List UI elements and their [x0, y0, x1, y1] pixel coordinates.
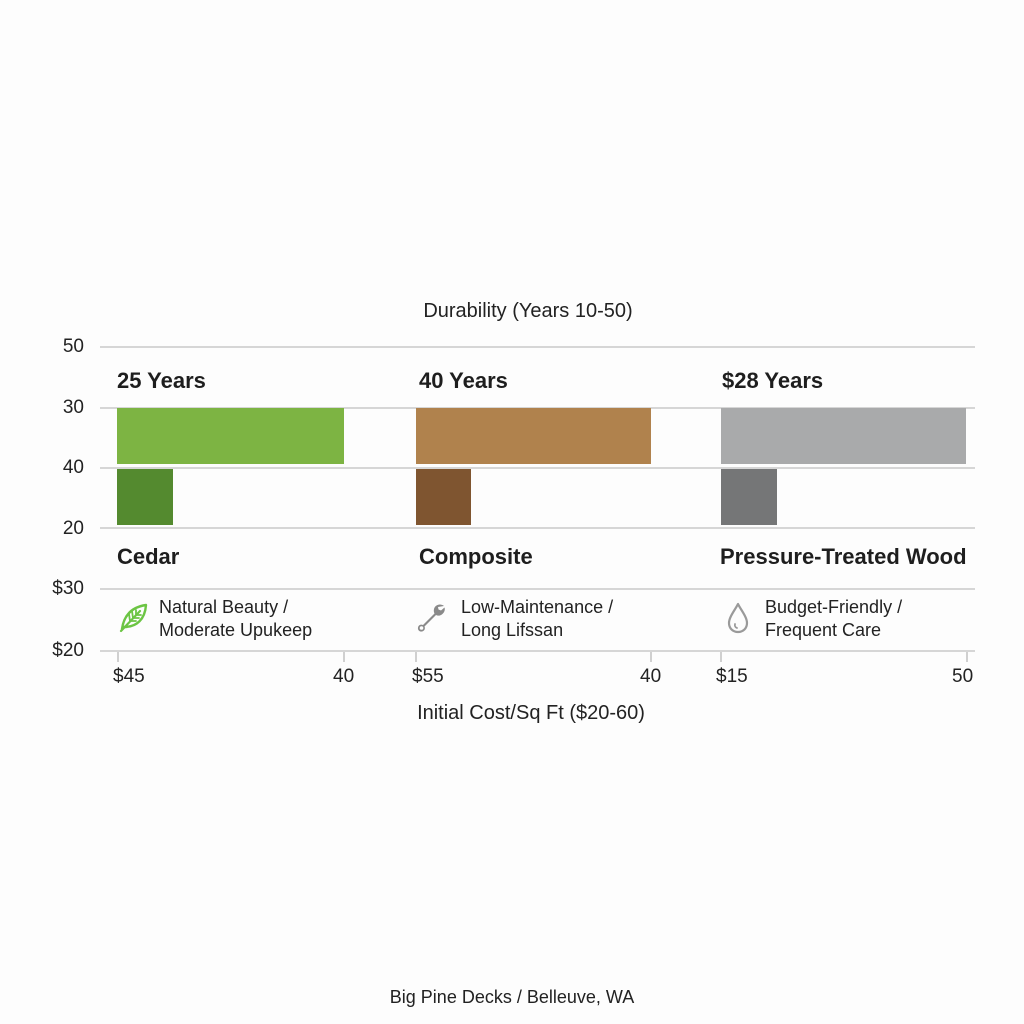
x-tick-label: 40: [640, 666, 662, 687]
annotation-line: Frequent Care: [765, 620, 882, 640]
x-tick-mark: [415, 652, 417, 662]
y-tick-label: 50: [62, 336, 84, 357]
chart-title: Durability (Years 10-50): [423, 300, 633, 322]
annotation-line: Budget-Friendly /: [765, 597, 903, 617]
y-tick-label: $20: [52, 640, 84, 661]
cost-bar: [416, 469, 471, 525]
x-tick-mark: [966, 652, 968, 662]
x-axis-line: [100, 650, 975, 652]
category-label: Cedar: [117, 544, 180, 569]
gridline: [100, 346, 975, 348]
annotation: Natural Beauty / Moderate Upukeep: [159, 596, 312, 642]
gridline: [100, 467, 975, 469]
y-tick-label: $30: [52, 578, 84, 599]
value-label: 25 Years: [117, 368, 206, 393]
x-tick-label: $15: [716, 666, 748, 687]
wrench-icon: [414, 600, 450, 636]
annotation: Low-Maintenance / Long Lifssan: [461, 596, 613, 642]
durability-bar: [721, 408, 966, 464]
category-label: Composite: [419, 544, 533, 569]
footer-caption: Big Pine Decks / Belleuve, WA: [389, 987, 635, 1007]
x-tick-mark: [343, 652, 345, 662]
annotation: Budget-Friendly / Frequent Care: [765, 596, 902, 642]
annotation-line: Natural Beauty /: [159, 597, 289, 617]
y-tick-label: 40: [62, 457, 84, 478]
x-tick-mark: [720, 652, 722, 662]
gridline: [100, 588, 975, 590]
x-tick-label: 40: [333, 666, 355, 687]
cost-bar: [721, 469, 777, 525]
durability-bar: [117, 408, 344, 464]
y-tick-label: 30: [62, 397, 84, 418]
y-tick-label: 20: [62, 518, 84, 539]
annotation-line: Low-Maintenance /: [461, 597, 614, 617]
x-axis-label: Initial Cost/Sq Ft ($20-60): [417, 702, 645, 724]
value-label: $28 Years: [722, 368, 824, 393]
value-label: 40 Years: [419, 368, 508, 393]
x-tick-mark: [650, 652, 652, 662]
x-tick-label: $45: [113, 666, 145, 687]
x-tick-label: $55: [412, 666, 444, 687]
category-label: Pressure-Treated Wood: [720, 544, 967, 569]
annotation-line: Moderate Upukeep: [159, 620, 313, 640]
x-tick-label: 50: [952, 666, 974, 687]
water-drop-icon: [725, 601, 751, 635]
gridline: [100, 527, 975, 529]
annotation-line: Long Lifssan: [461, 620, 564, 640]
durability-bar: [416, 408, 651, 464]
x-tick-mark: [117, 652, 119, 662]
cost-bar: [117, 469, 173, 525]
leaf-icon: [118, 601, 150, 633]
